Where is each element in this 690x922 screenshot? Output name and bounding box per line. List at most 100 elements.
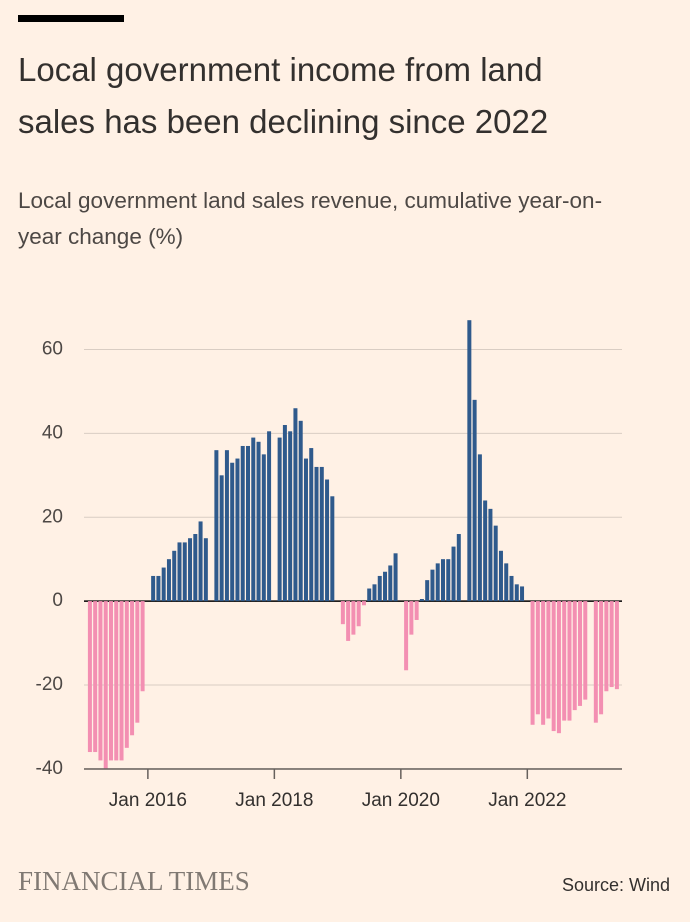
bar bbox=[514, 584, 519, 602]
bar bbox=[351, 601, 356, 635]
bar bbox=[483, 500, 488, 602]
x-tick-label: Jan 2022 bbox=[488, 790, 566, 811]
bar bbox=[367, 588, 372, 602]
bar bbox=[240, 445, 245, 602]
bar bbox=[87, 601, 92, 753]
bar bbox=[277, 437, 282, 602]
bar bbox=[330, 496, 335, 602]
bar bbox=[567, 601, 572, 721]
bar bbox=[509, 575, 514, 602]
bar bbox=[361, 601, 366, 606]
bar bbox=[435, 563, 440, 602]
bar bbox=[388, 565, 393, 602]
bar bbox=[488, 508, 493, 602]
bar bbox=[451, 546, 456, 602]
bar bbox=[425, 580, 430, 602]
bar bbox=[224, 450, 229, 602]
bar bbox=[282, 425, 287, 602]
bar bbox=[319, 466, 324, 602]
bar bbox=[135, 601, 140, 723]
bar bbox=[583, 601, 588, 700]
bar bbox=[356, 601, 361, 627]
bar bbox=[177, 542, 182, 602]
bar bbox=[477, 454, 482, 602]
bar bbox=[614, 601, 619, 690]
bar bbox=[546, 601, 551, 719]
bar bbox=[346, 601, 351, 641]
bar bbox=[140, 601, 145, 692]
bar bbox=[108, 601, 113, 761]
bar bbox=[151, 575, 156, 602]
bar bbox=[551, 601, 556, 732]
bar bbox=[298, 420, 303, 602]
bar bbox=[562, 601, 567, 721]
bar bbox=[251, 437, 256, 602]
bar bbox=[493, 525, 498, 602]
bar bbox=[267, 431, 272, 602]
bar bbox=[430, 569, 435, 602]
bar bbox=[219, 475, 224, 602]
bar bbox=[467, 320, 472, 602]
bar bbox=[288, 431, 293, 602]
bar bbox=[214, 450, 219, 602]
chart-title: Local government income from land sales … bbox=[18, 51, 549, 140]
bar bbox=[98, 601, 103, 761]
y-tick-label: -20 bbox=[36, 674, 63, 695]
x-tick-label: Jan 2018 bbox=[235, 790, 313, 811]
bar bbox=[261, 454, 266, 602]
bar bbox=[325, 479, 330, 602]
bar bbox=[409, 601, 414, 635]
bar bbox=[188, 538, 193, 602]
source: Source: Wind bbox=[562, 875, 670, 895]
bar bbox=[609, 601, 614, 688]
bar bbox=[93, 601, 98, 753]
bar bbox=[172, 550, 177, 602]
bar bbox=[472, 399, 477, 602]
bar bbox=[114, 601, 119, 761]
bar bbox=[377, 575, 382, 602]
bar bbox=[182, 542, 187, 602]
bar bbox=[535, 601, 540, 715]
bar bbox=[504, 563, 509, 602]
bar bbox=[246, 445, 251, 602]
y-tick-label: 0 bbox=[52, 590, 63, 611]
bar bbox=[166, 559, 171, 602]
bar bbox=[599, 601, 604, 715]
bar bbox=[440, 559, 445, 602]
logo: FINANCIAL TIMES bbox=[18, 866, 250, 896]
bar bbox=[593, 601, 598, 723]
bar bbox=[198, 521, 203, 602]
bar bbox=[119, 601, 124, 761]
bar bbox=[578, 601, 583, 706]
bar bbox=[314, 466, 319, 602]
y-tick-label: -40 bbox=[36, 758, 63, 779]
x-tick-label: Jan 2020 bbox=[362, 790, 440, 811]
bar bbox=[256, 441, 261, 602]
y-tick-label: 20 bbox=[42, 506, 63, 527]
bar bbox=[230, 462, 235, 602]
bar bbox=[383, 571, 388, 602]
bar bbox=[456, 534, 461, 602]
chart-subtitle: Local government land sales revenue, cum… bbox=[18, 188, 603, 249]
bar bbox=[541, 601, 546, 725]
bar bbox=[124, 601, 129, 748]
bar bbox=[604, 601, 609, 692]
bar bbox=[498, 550, 503, 602]
bar bbox=[203, 538, 208, 602]
bar bbox=[156, 575, 161, 602]
bar bbox=[309, 448, 314, 602]
bar bbox=[530, 601, 535, 725]
bar bbox=[103, 601, 108, 769]
bar bbox=[556, 601, 561, 734]
x-tick-label: Jan 2016 bbox=[109, 790, 187, 811]
bar bbox=[193, 534, 198, 602]
y-tick-label: 60 bbox=[42, 339, 63, 360]
y-tick-label: 40 bbox=[42, 422, 63, 443]
bar bbox=[414, 601, 419, 620]
bar bbox=[161, 567, 166, 602]
bar bbox=[130, 601, 135, 736]
bar bbox=[419, 599, 424, 602]
bar bbox=[572, 601, 577, 711]
